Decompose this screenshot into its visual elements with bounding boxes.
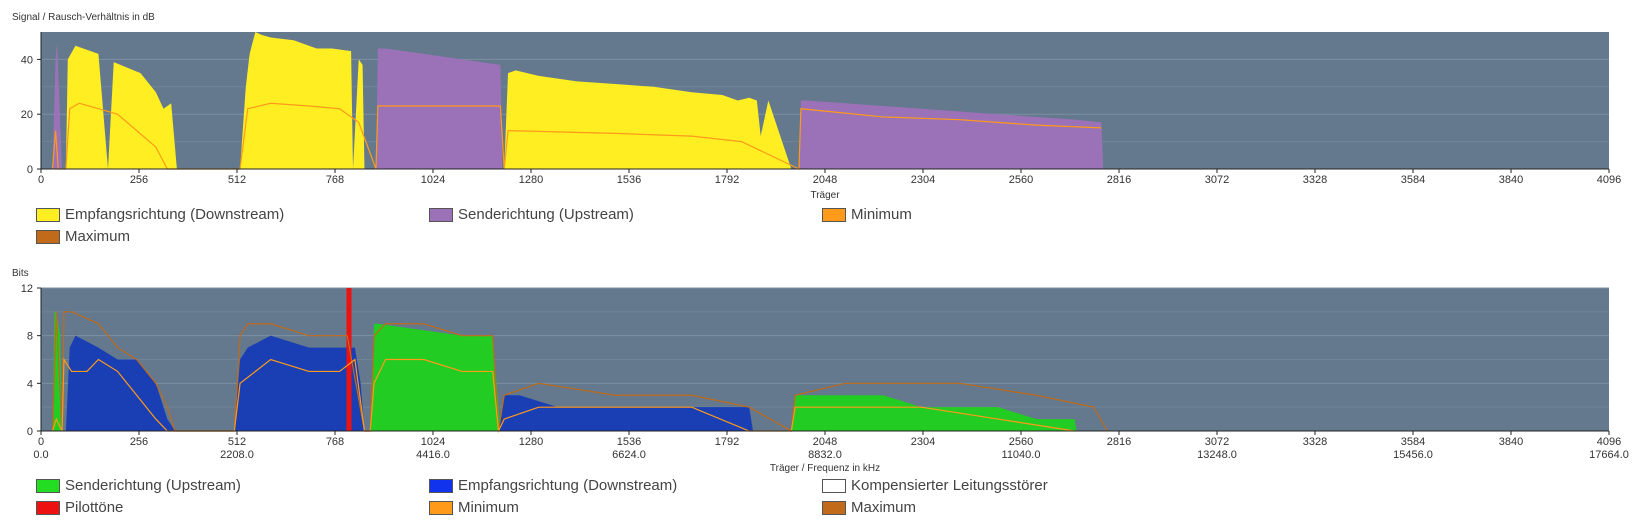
y-tick-label: 0: [27, 426, 33, 438]
chart-title-1: Bits: [12, 268, 29, 279]
y-tick-label: 8: [27, 331, 33, 343]
x-tick-label: 1280: [519, 174, 543, 186]
legend-swatch: [36, 478, 60, 493]
legend-swatch: [36, 229, 60, 244]
series-area-0-1: [370, 323, 501, 431]
x-tick-label: 768: [326, 436, 344, 448]
x-tick-label: 3840: [1499, 436, 1523, 448]
legend-label: Senderichtung (Upstream): [458, 206, 634, 223]
legend-item[interactable]: Empfangsrichtung (Downstream): [36, 206, 284, 223]
x-tick-label: 3840: [1499, 174, 1523, 186]
legend-swatch: [429, 478, 453, 493]
x-tick-label: 2560: [1009, 174, 1033, 186]
pilot-tone-bar: [346, 288, 352, 431]
x-tick-label: 768: [326, 174, 344, 186]
x-tick-label: 1792: [715, 436, 739, 448]
freq-tick-label: 17664.0: [1589, 449, 1629, 461]
legend-swatch: [36, 207, 60, 222]
maximum-line: [51, 311, 1108, 432]
legend-label: Kompensierter Leitungsstörer: [851, 477, 1048, 494]
legend-item[interactable]: Minimum: [822, 206, 912, 223]
freq-tick-label: 11040.0: [1002, 449, 1041, 461]
x-tick-label: 2304: [911, 436, 935, 448]
x-axis-title-1: Träger / Frequenz in kHz: [770, 463, 880, 474]
series-area-1-2: [498, 395, 754, 431]
x-tick-label: 2048: [813, 174, 837, 186]
x-tick-label: 2560: [1009, 436, 1033, 448]
freq-tick-label: 13248.0: [1197, 449, 1237, 461]
series-area-1-1: [234, 335, 365, 431]
x-tick-label: 1024: [421, 174, 445, 186]
legend-label: Empfangsrichtung (Downstream): [65, 206, 285, 223]
legend-item[interactable]: Maximum: [36, 228, 130, 245]
legend-item[interactable]: Senderichtung (Upstream): [36, 477, 241, 494]
y-tick-label: 4: [27, 378, 33, 390]
x-tick-label: 1024: [421, 436, 445, 448]
x-tick-label: 512: [228, 436, 246, 448]
freq-tick-label: 8832.0: [808, 449, 842, 461]
legend-swatch: [822, 478, 846, 493]
y-tick-label: 12: [21, 283, 33, 295]
x-tick-label: 2304: [911, 174, 935, 186]
freq-tick-label: 2208.0: [220, 449, 254, 461]
legend-label: Minimum: [851, 206, 912, 223]
x-tick-label: 0: [38, 174, 44, 186]
x-tick-label: 4096: [1597, 174, 1621, 186]
legend-label: Maximum: [65, 228, 131, 245]
series-area-0-2: [504, 70, 792, 169]
series-area-0-1: [240, 32, 365, 169]
y-tick-label: 40: [21, 54, 33, 66]
x-tick-label: 256: [130, 436, 148, 448]
legend-label: Empfangsrichtung (Downstream): [458, 477, 678, 494]
legend-label: Maximum: [851, 499, 917, 516]
x-tick-label: 0: [38, 436, 44, 448]
x-tick-label: 3072: [1205, 174, 1229, 186]
legend-label: Senderichtung (Upstream): [65, 477, 241, 494]
freq-tick-label: 4416.0: [416, 449, 450, 461]
series-area-1-2: [798, 100, 1104, 169]
x-axis-title-0: Träger: [810, 190, 840, 201]
series-area-1-1: [375, 48, 503, 169]
legend-swatch: [429, 500, 453, 515]
legend-item[interactable]: Pilottöne: [36, 499, 123, 516]
x-tick-label: 1536: [617, 174, 641, 186]
x-tick-label: 512: [228, 174, 246, 186]
x-tick-label: 3584: [1401, 436, 1425, 448]
x-tick-label: 4096: [1597, 436, 1621, 448]
y-tick-label: 20: [21, 109, 33, 121]
legend-label: Minimum: [458, 499, 519, 516]
legend-label: Pilottöne: [65, 499, 124, 516]
x-tick-label: 256: [130, 174, 148, 186]
legend-swatch: [429, 207, 453, 222]
chart-title-0: Signal / Rausch-Verhältnis in dB: [12, 12, 155, 23]
x-tick-label: 1280: [519, 436, 543, 448]
minimum-line: [51, 102, 1102, 170]
series-area-0-2: [791, 395, 1077, 431]
legend-item[interactable]: Minimum: [429, 499, 519, 516]
series-area-1-0: [65, 335, 175, 431]
x-tick-label: 3072: [1205, 436, 1229, 448]
x-tick-label: 2048: [813, 436, 837, 448]
x-tick-label: 3328: [1303, 436, 1327, 448]
x-tick-label: 2816: [1107, 436, 1131, 448]
legend-swatch: [822, 207, 846, 222]
legend-swatch: [36, 500, 60, 515]
freq-tick-label: 0.0: [33, 449, 48, 461]
legend-item[interactable]: Kompensierter Leitungsstörer: [822, 477, 1048, 494]
x-tick-label: 3328: [1303, 174, 1327, 186]
x-tick-label: 3584: [1401, 174, 1425, 186]
series-area-0-0: [65, 45, 177, 170]
freq-tick-label: 6624.0: [612, 449, 646, 461]
legend-item[interactable]: Senderichtung (Upstream): [429, 206, 634, 223]
legend-item[interactable]: Empfangsrichtung (Downstream): [429, 477, 677, 494]
x-tick-label: 1536: [617, 436, 641, 448]
x-tick-label: 2816: [1107, 174, 1131, 186]
y-tick-label: 0: [27, 164, 33, 176]
freq-tick-label: 15456.0: [1393, 449, 1433, 461]
x-tick-label: 1792: [715, 174, 739, 186]
legend-swatch: [822, 500, 846, 515]
legend-item[interactable]: Maximum: [822, 499, 916, 516]
